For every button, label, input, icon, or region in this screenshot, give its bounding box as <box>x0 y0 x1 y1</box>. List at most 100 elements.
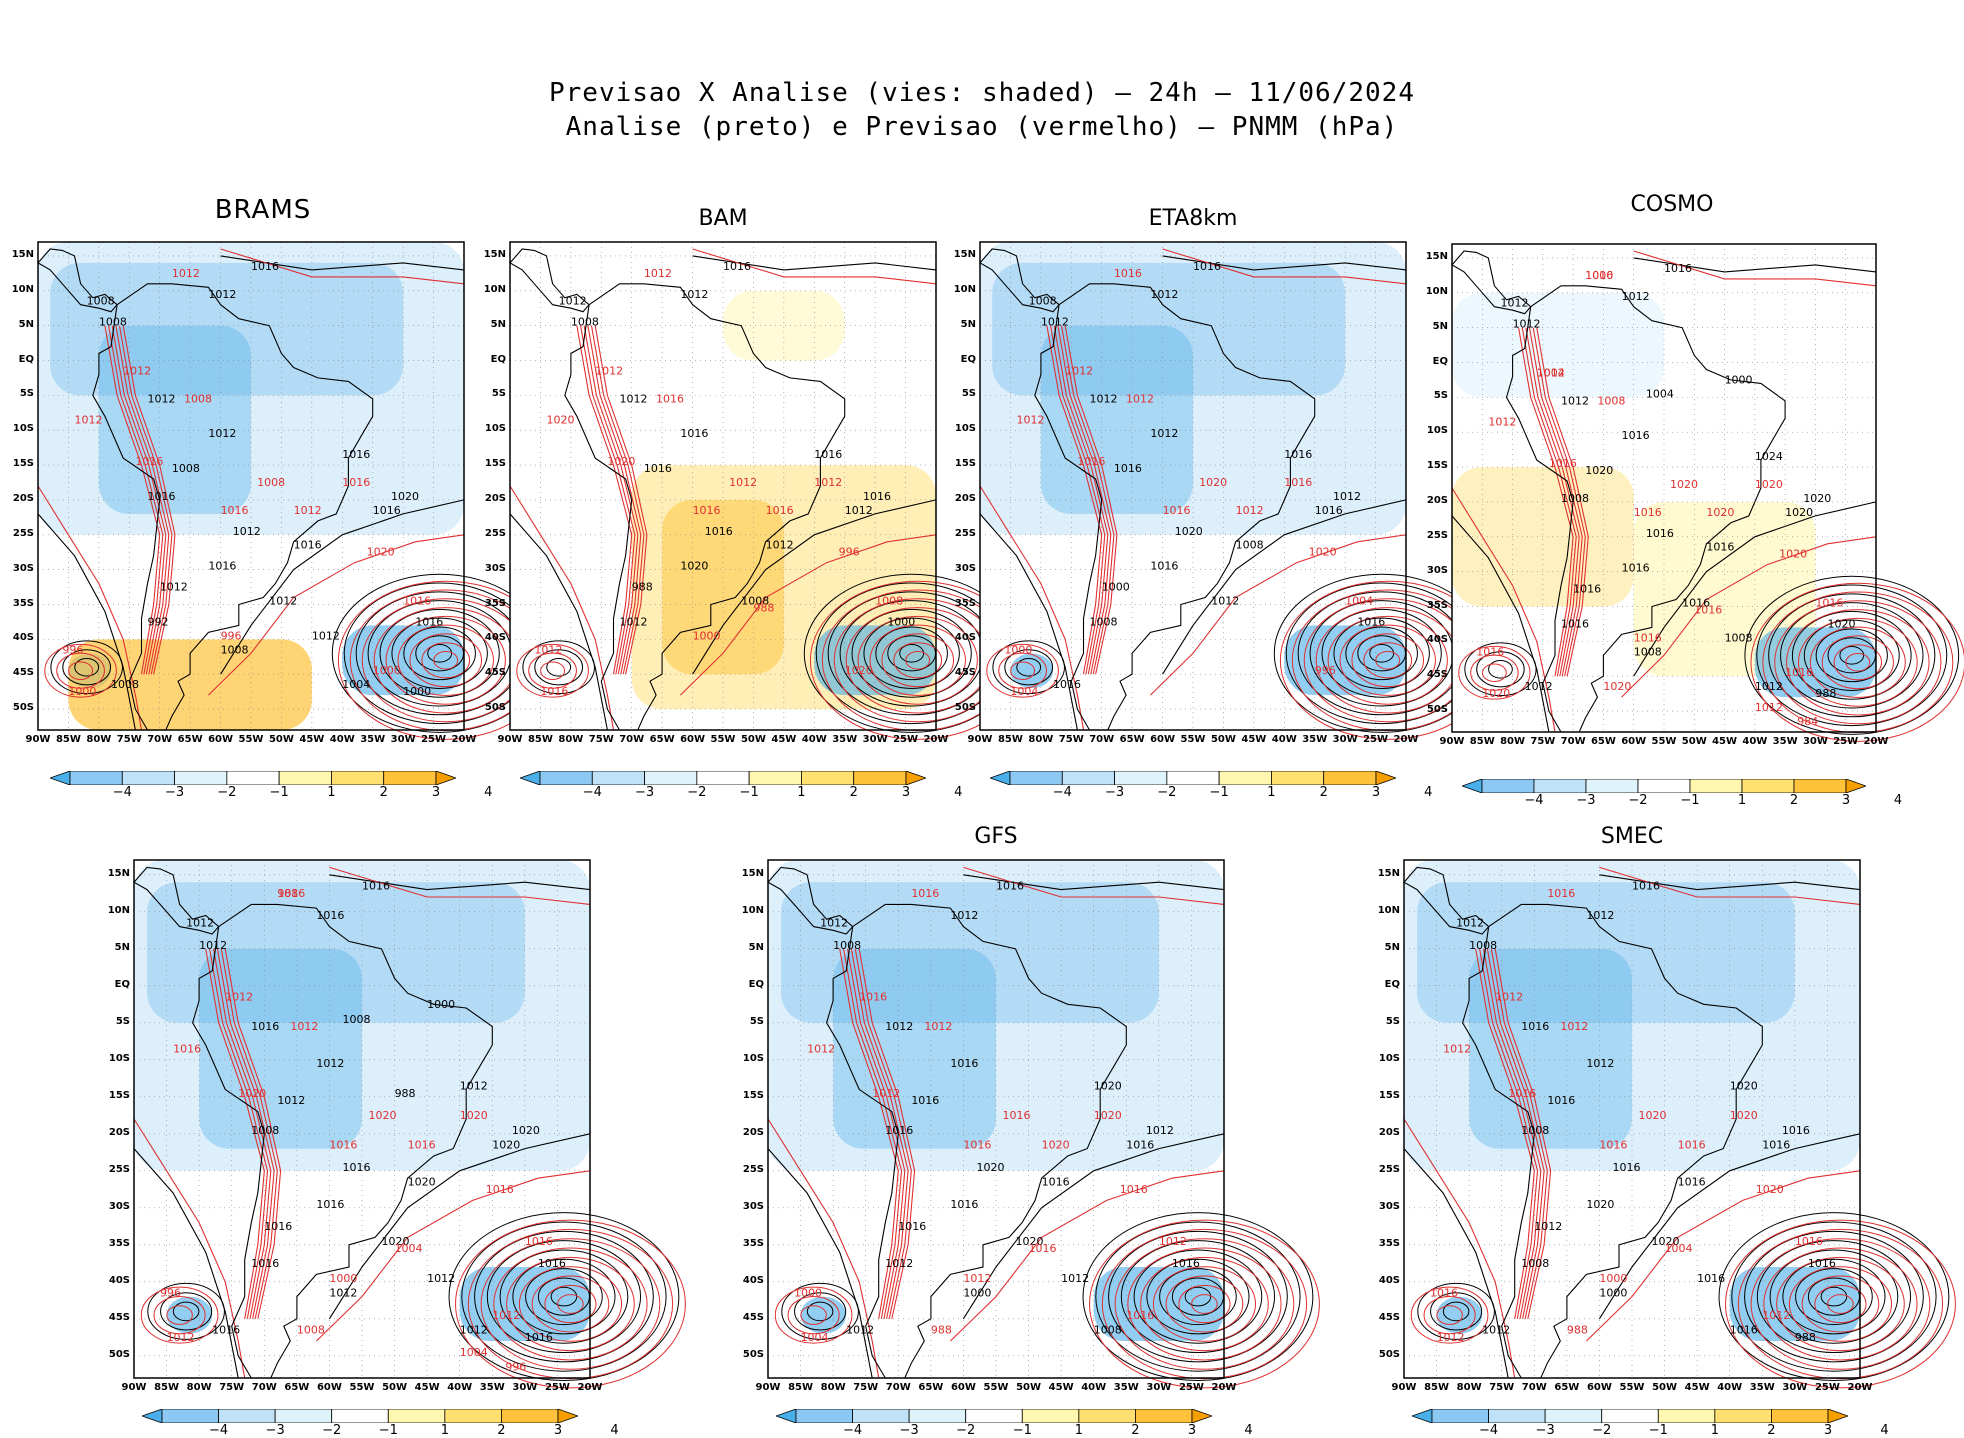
colorbar-1 <box>518 770 928 789</box>
lat-tick-label: 50S <box>1426 704 1448 716</box>
analysis-contour-label: 1016 <box>1573 583 1601 596</box>
forecast-contour-label: 1020 <box>845 664 873 677</box>
forecast-isobar <box>1064 325 1118 675</box>
colorbar-tick-label: 3 <box>1841 793 1851 808</box>
analysis-contour-label: 988 <box>1815 687 1836 700</box>
lon-tick-label: 30W <box>390 734 416 745</box>
forecast-isobar <box>1363 642 1413 679</box>
lon-tick-label: 90W <box>1439 736 1465 747</box>
forecast-isobar <box>531 1275 610 1333</box>
lat-tick-label: 5N <box>1384 941 1400 953</box>
analysis-contour-label: 1016 <box>1114 462 1142 475</box>
colorbar-segment <box>1714 1408 1772 1424</box>
lat-tick-label: 10N <box>11 283 34 295</box>
forecast-isobar <box>800 1305 827 1325</box>
lon-tick-label: 20W <box>451 734 477 745</box>
forecast-isobar <box>1152 1266 1257 1342</box>
forecast-isobar <box>1470 654 1519 691</box>
forecast-isobar <box>1525 327 1580 677</box>
analysis-contour-label: 1008 <box>99 316 127 329</box>
lat-tick-label: 25S <box>954 527 976 539</box>
analysis-contour-label: 1016 <box>1664 262 1692 275</box>
colorbar-tick-label: −2 <box>687 785 707 800</box>
forecast-isobar <box>220 948 278 1319</box>
analysis-contour-label: 1016 <box>342 1161 370 1174</box>
colorbar-tick-label: −1 <box>269 785 289 800</box>
analysis-isobar <box>992 640 1065 695</box>
forecast-contour-label: 996 <box>221 629 242 642</box>
lat-tick-label: 15S <box>484 458 506 470</box>
forecast-contour-label: 1012 <box>75 413 103 426</box>
lat-tick-label: 15S <box>108 1089 130 1101</box>
forecast-isobar <box>166 1305 193 1325</box>
analysis-contour-label: 1012 <box>1041 316 1069 329</box>
forecast-isobar <box>1423 1295 1476 1335</box>
analysis-contour-label: 1008 <box>1090 615 1118 628</box>
analysis-isobar <box>448 1212 680 1382</box>
analysis-contour-label: 1016 <box>680 427 708 440</box>
forecast-isobar <box>858 948 916 1319</box>
analysis-isobar <box>863 617 960 689</box>
lon-tick-label: 25W <box>544 1382 570 1393</box>
panel-title-0: BRAMS <box>214 195 312 225</box>
forecast-isobar <box>1536 327 1589 677</box>
lon-tick-label: 35W <box>1772 736 1798 747</box>
forecast-contour-label: 1012 <box>963 1272 991 1285</box>
lat-tick-label: 15N <box>11 248 34 260</box>
lon-tick-label: 45W <box>299 734 325 745</box>
analysis-isobar <box>1488 659 1513 679</box>
lat-tick-label: 5N <box>18 318 34 330</box>
analysis-contour-label: 1008 <box>342 1013 370 1026</box>
analysis-contour-label: 1008 <box>1561 492 1589 505</box>
lon-tick-label: 65W <box>284 1382 310 1393</box>
colorbar-segment <box>965 1408 1023 1424</box>
bias-shading <box>50 262 404 396</box>
forecast-isobar <box>108 325 164 675</box>
lat-tick-label: 15N <box>107 867 130 879</box>
forecast-contour-label: 1020 <box>1639 1109 1667 1122</box>
analysis-isobar <box>1803 619 1900 691</box>
lat-tick-label: EQ <box>1432 355 1448 367</box>
forecast-isobar <box>1814 1284 1867 1324</box>
map-panel-2: 1016 1012 1008 1012 1012 1012 1016 1016 1016 1020… <box>979 241 1496 740</box>
analysis-contour-label: 1016 <box>1632 880 1660 893</box>
colorbar-segment <box>1488 1408 1546 1424</box>
lat-tick-label: 50S <box>108 1348 130 1360</box>
analysis-contour-label: 1012 <box>1146 1124 1174 1137</box>
analysis-contour-label: 1000 <box>427 998 455 1011</box>
lat-tick-label: 35S <box>742 1237 764 1249</box>
map-panel-6: 1016 1012 1012 1008 1016 1012 1016 1020 1016 1016… <box>1403 859 1956 1389</box>
analysis-isobar <box>1744 1230 1924 1363</box>
lon-tick-label: 90W <box>1391 1382 1417 1393</box>
figure-title-line2: Analise (preto) e Previsao (vermelho) – … <box>565 112 1399 142</box>
lon-tick-label: 45W <box>1241 734 1267 745</box>
analysis-contour-label: 1012 <box>208 427 236 440</box>
lat-tick-label: 15N <box>483 248 506 260</box>
colorbar-segment <box>644 770 698 786</box>
map-frame <box>979 241 1407 731</box>
forecast-contour-label: 1020 <box>369 1109 397 1122</box>
forecast-isobar <box>854 948 912 1319</box>
colorbar-segment <box>1585 778 1639 794</box>
lat-tick-label: 10N <box>483 283 506 295</box>
forecast-contour-label: 1012 <box>1017 413 1045 426</box>
forecast-isobar <box>576 325 633 675</box>
colorbar-segment <box>1166 770 1220 786</box>
colorbar-tick-label: −3 <box>1104 785 1125 800</box>
forecast-contour-label: 1000 <box>1004 643 1032 656</box>
lat-tick-label: 45S <box>954 667 976 679</box>
analysis-isobar <box>1333 617 1430 689</box>
analysis-isobar <box>74 657 100 677</box>
lon-tick-label: 35W <box>360 734 386 745</box>
forecast-isobar <box>1821 635 1894 690</box>
colorbar-segment <box>383 770 437 786</box>
forecast-contour-label: 1012 <box>534 643 562 656</box>
forecast-contour-label: 988 <box>931 1324 952 1337</box>
forecast-isobar <box>1845 653 1871 672</box>
forecast-isobar <box>905 651 931 670</box>
analysis-isobar <box>1004 649 1054 686</box>
lat-tick-label: 10S <box>1378 1052 1400 1064</box>
coastline <box>509 248 590 313</box>
colorbar-tick-label: 1 <box>1074 1423 1083 1438</box>
analysis-isobar <box>522 640 595 695</box>
